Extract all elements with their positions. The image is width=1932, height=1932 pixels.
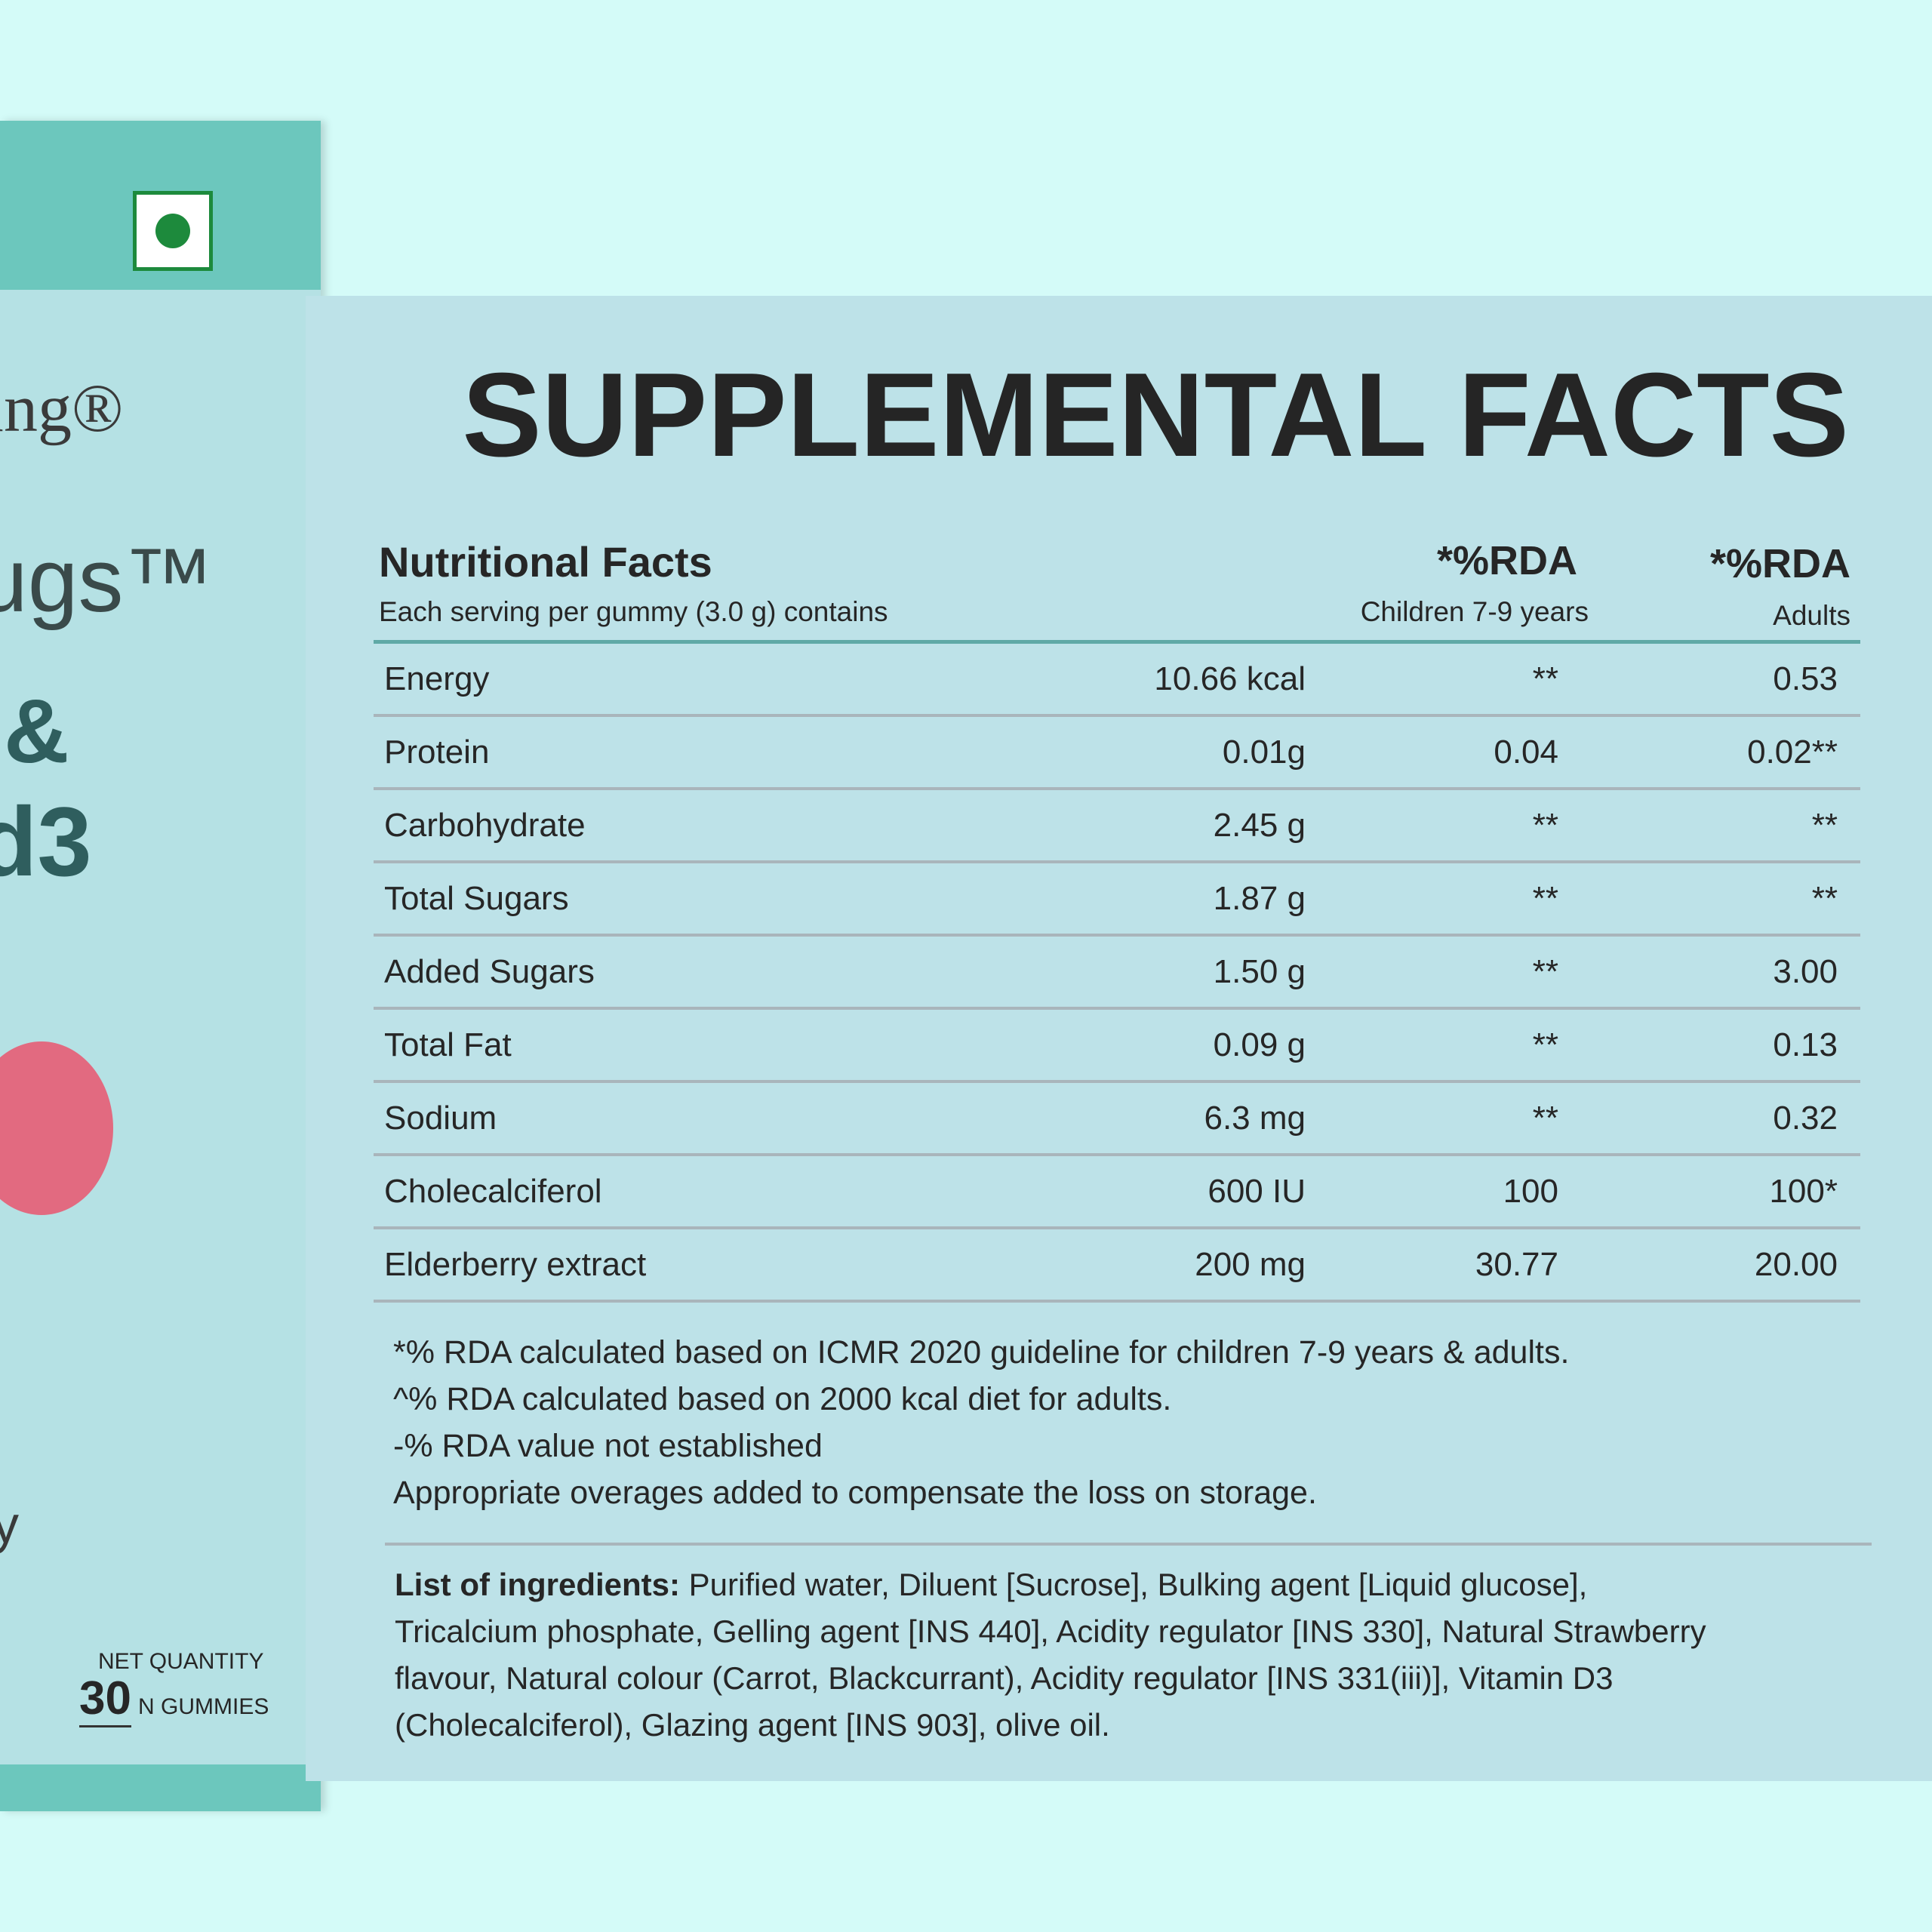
rda-children: 0.04 [1494, 733, 1558, 771]
col-subtitle: Children 7-9 years [1360, 596, 1589, 627]
net-number: 30 [79, 1672, 131, 1727]
tail: y [0, 1495, 19, 1554]
amount: 2.45 g [1213, 806, 1306, 844]
vitamin: d3 [0, 786, 92, 897]
table-row: Total Fat 0.09 g ** 0.13 [374, 1010, 1860, 1083]
amount: 200 mg [1195, 1245, 1306, 1283]
amount: 1.50 g [1213, 952, 1306, 990]
ingredients-line: List of ingredients: Purified water, Dil… [395, 1567, 1587, 1603]
table-row: Carbohydrate 2.45 g ** ** [374, 790, 1860, 863]
ingredients-label: List of ingredients: [395, 1567, 680, 1602]
table-row: Energy 10.66 kcal ** 0.53 [374, 644, 1860, 717]
veg-dot [155, 214, 190, 248]
rda-children: ** [1532, 1099, 1558, 1137]
rda-adults: 100* [1769, 1172, 1838, 1210]
table-row: Sodium 6.3 mg ** 0.32 [374, 1083, 1860, 1156]
notes-rule [385, 1543, 1872, 1546]
net-unit: N GUMMIES [138, 1694, 269, 1719]
ingredients-text: Purified water, Diluent [Sucrose], Bulki… [688, 1567, 1588, 1602]
table-row: Cholecalciferol 600 IU 100 100* [374, 1156, 1860, 1229]
rda-adults: 3.00 [1773, 952, 1838, 990]
amount: 0.09 g [1213, 1026, 1306, 1063]
nutrient-name: Energy [384, 660, 490, 697]
amount: 6.3 mg [1204, 1099, 1306, 1137]
nutrient-name: Carbohydrate [384, 806, 586, 844]
nutrient-name: Elderberry extract [384, 1245, 647, 1283]
amp: & [4, 681, 69, 782]
panel [306, 296, 1932, 1781]
nutrient-name: Cholecalciferol [384, 1172, 602, 1210]
table-row: Protein 0.01g 0.04 0.02** [374, 717, 1860, 790]
amount: 10.66 kcal [1154, 660, 1306, 697]
gummy-illustration [0, 1041, 113, 1215]
col-subtitle: Adults [1773, 600, 1850, 631]
table-row: Total Sugars 1.87 g ** ** [374, 863, 1860, 937]
rda-children: 30.77 [1475, 1245, 1558, 1283]
rda-children: ** [1532, 660, 1558, 697]
nutrient-name: Total Sugars [384, 879, 569, 917]
rda-adults: ** [1811, 806, 1838, 844]
table-row: Elderberry extract 200 mg 30.77 20.00 [374, 1229, 1860, 1303]
amount: 600 IU [1208, 1172, 1306, 1210]
box: ing® ugs™ & d3 y NET QUANTITY 30 N GUMMI… [0, 121, 321, 1811]
table-row: Added Sugars 1.50 g ** 3.00 [374, 937, 1860, 1010]
veg-mark [133, 191, 213, 271]
ingredients-text: Tricalcium phosphate, Gelling agent [INS… [395, 1614, 1706, 1649]
rda-adults: 0.53 [1773, 660, 1838, 697]
ingredients-line: (Cholecalciferol), Glazing agent [INS 90… [395, 1707, 1110, 1743]
rda-adults: 0.13 [1773, 1026, 1838, 1063]
net-label: NET QUANTITY [98, 1649, 264, 1674]
ingredients-text: flavour, Natural colour (Carrot, Blackcu… [395, 1660, 1614, 1696]
rda-children: ** [1532, 1026, 1558, 1063]
amount: 0.01g [1222, 733, 1306, 771]
rda-children: 100 [1503, 1172, 1558, 1210]
rda-adults: 20.00 [1754, 1245, 1838, 1283]
rda-adults: ** [1811, 879, 1838, 917]
nutrient-name: Total Fat [384, 1026, 512, 1063]
rda-adults: 0.32 [1773, 1099, 1838, 1137]
nutrient-name: Added Sugars [384, 952, 595, 990]
note: *% RDA calculated based on ICMR 2020 gui… [393, 1334, 1570, 1371]
nutrient-name: Protein [384, 733, 490, 771]
note: Appropriate overages added to compensate… [393, 1475, 1317, 1511]
ingredients-line: Tricalcium phosphate, Gelling agent [INS… [395, 1614, 1706, 1650]
rda-children: ** [1532, 952, 1558, 990]
rda-adults: 0.02** [1747, 733, 1838, 771]
ingredients-line: flavour, Natural colour (Carrot, Blackcu… [395, 1660, 1614, 1697]
rda-children: ** [1532, 879, 1558, 917]
amount: 1.87 g [1213, 879, 1306, 917]
note: -% RDA value not established [393, 1428, 823, 1464]
ingredients-text: (Cholecalciferol), Glazing agent [INS 90… [395, 1707, 1110, 1743]
rda-children: ** [1532, 806, 1558, 844]
product: ugs™ [0, 530, 214, 631]
title: SUPPLEMENTAL FACTS [462, 349, 1849, 481]
table-heading: Nutritional Facts [379, 538, 712, 586]
note: ^% RDA calculated based on 2000 kcal die… [393, 1381, 1172, 1417]
table-subheading: Each serving per gummy (3.0 g) contains [379, 596, 888, 627]
brand: ing® [0, 371, 124, 446]
nutrient-name: Sodium [384, 1099, 497, 1137]
header-rule [374, 640, 1860, 644]
col-title: *%RDA [1436, 538, 1577, 583]
box-bottom-band [0, 1764, 321, 1811]
col-title: *%RDA [1709, 541, 1850, 586]
